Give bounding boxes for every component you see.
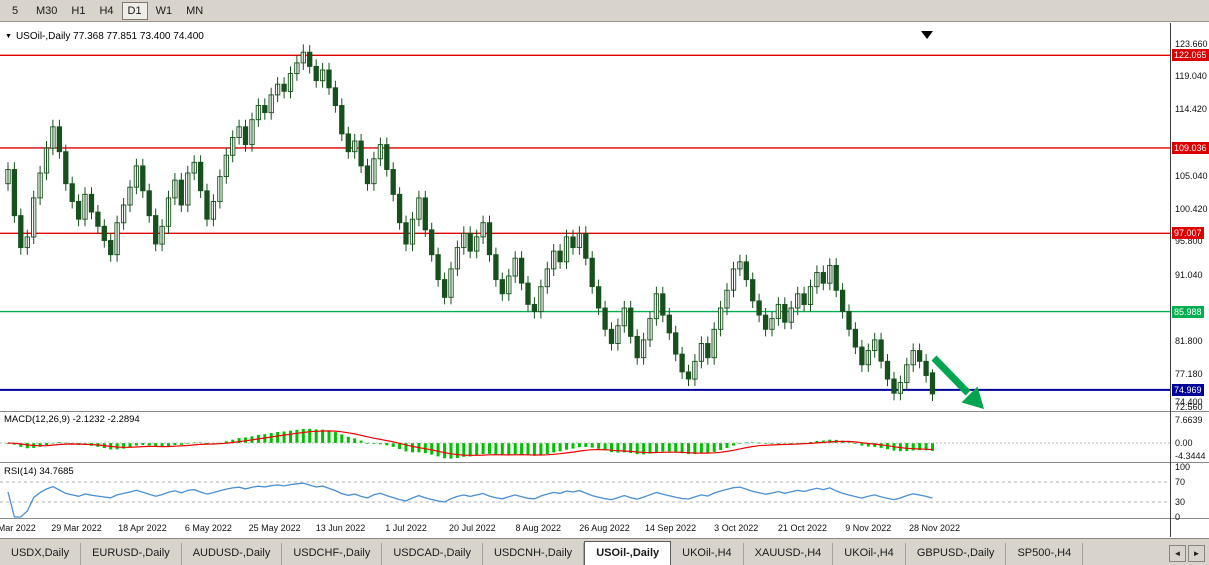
axis-separator <box>1170 23 1171 537</box>
timeframe-button-mn[interactable]: MN <box>180 1 210 20</box>
price-axis-label: 114.420 <box>1175 104 1207 115</box>
date-axis-label: 10 Mar 2022 <box>0 523 36 533</box>
price-axis-label: -4.3444 <box>1175 451 1206 461</box>
level-price-label: 74.969 <box>1172 383 1204 396</box>
chart-title: USOil-,Daily 77.368 77.851 73.400 74.400 <box>15 31 204 42</box>
panel-divider-macd[interactable] <box>0 411 1209 412</box>
tab-scroll-left-icon[interactable]: ◄ <box>1169 545 1186 562</box>
date-axis-label: 29 Mar 2022 <box>51 523 102 533</box>
date-axis-label: 18 Apr 2022 <box>118 523 167 533</box>
chart-title-bar: ▼ USOil-,Daily 77.368 77.851 73.400 74.4… <box>5 31 204 42</box>
date-axis-label: 8 Aug 2022 <box>515 523 562 533</box>
date-axis-label: 3 Oct 2022 <box>714 523 759 533</box>
date-axis-label: 13 Jun 2022 <box>315 523 366 533</box>
chart-tab-0[interactable]: USDX,Daily <box>0 543 82 565</box>
price-axis-label: 123.660 <box>1175 38 1208 49</box>
level-price-label: 97.007 <box>1172 227 1204 240</box>
macd-indicator-label: MACD(12,26,9) -2.1232 -2.2894 <box>4 414 140 425</box>
chart-tab-10[interactable]: GBPUSD-,Daily <box>906 543 1007 565</box>
chart-tab-3[interactable]: USDCHF-,Daily <box>282 543 383 565</box>
date-axis-label: 9 Nov 2022 <box>845 523 892 533</box>
date-axis-label: 1 Jul 2022 <box>385 523 427 533</box>
price-axis-label: 119.040 <box>1175 71 1207 82</box>
down-triangle-marker[interactable] <box>921 31 933 39</box>
price-axis-label: 0 <box>1175 512 1181 522</box>
timeframe-button-h1[interactable]: H1 <box>65 1 92 20</box>
timeframe-toolbar: 5 M30 H1 H4 D1 W1 MN <box>0 0 1209 22</box>
chart-window <box>0 23 1209 538</box>
date-axis-label: 20 Jul 2022 <box>449 523 496 533</box>
timeframe-button-5[interactable]: 5 <box>2 1 28 20</box>
price-chart-canvas[interactable] <box>0 28 1170 520</box>
panel-divider-rsi[interactable] <box>0 462 1209 463</box>
date-axis-label: 6 May 2022 <box>184 523 232 533</box>
date-axis[interactable]: 10 Mar 2022 29 Mar 2022 18 Apr 2022 6 May 2… <box>0 521 1170 537</box>
date-axis-label: 14 Sep 2022 <box>645 523 697 533</box>
level-price-label: 85.988 <box>1172 305 1204 318</box>
chart-tab-7[interactable]: UKOil-,H4 <box>671 543 744 565</box>
price-axis-label: 100 <box>1175 462 1191 472</box>
chart-tab-8[interactable]: XAUUSD-,H4 <box>744 543 834 565</box>
date-axis-label: 26 Aug 2022 <box>579 523 630 533</box>
chart-dropdown-icon[interactable]: ▼ <box>5 33 12 40</box>
trend-arrow-shaft[interactable] <box>931 355 971 396</box>
timeframe-button-m30[interactable]: M30 <box>30 1 64 20</box>
timeframe-button-d1[interactable]: D1 <box>121 1 148 20</box>
price-axis-label: 72.560 <box>1175 401 1203 412</box>
price-axis-label: 30 <box>1175 497 1186 507</box>
date-axis-label: 28 Nov 2022 <box>909 523 961 533</box>
price-axis-label: 91.040 <box>1175 270 1203 281</box>
price-axis-label: 70 <box>1175 477 1186 487</box>
price-axis-label: 77.180 <box>1175 368 1203 379</box>
price-axis-label: 105.040 <box>1175 170 1208 181</box>
price-axis-label: 100.420 <box>1175 203 1208 214</box>
date-axis-label: 25 May 2022 <box>248 523 301 533</box>
chart-tab-4[interactable]: USDCAD-,Daily <box>382 543 483 565</box>
price-axis-label: 7.6639 <box>1175 415 1203 425</box>
price-axis[interactable]: 123.660 119.040 114.420 105.040 100.420 95.80… <box>1172 28 1209 522</box>
date-axis-label: 21 Oct 2022 <box>777 523 827 533</box>
chart-tab-9[interactable]: UKOil-,H4 <box>833 543 906 565</box>
price-axis-label: 95.800 <box>1175 236 1203 247</box>
trend-arrow-head[interactable] <box>961 386 985 410</box>
chart-tab-5[interactable]: USDCNH-,Daily <box>483 543 585 565</box>
price-axis-label: 0.00 <box>1175 438 1193 448</box>
symbol-tabbar: USDX,Daily EURUSD-,Daily AUDUSD-,Daily USDC… <box>0 538 1209 565</box>
rsi-indicator-label: RSI(14) 34.7685 <box>4 466 74 477</box>
chart-tab-6[interactable]: USOil-,Daily <box>584 541 672 565</box>
chart-tab-11[interactable]: SP500-,H4 <box>1006 543 1084 565</box>
timeframe-button-h4[interactable]: H4 <box>93 1 120 20</box>
level-price-label: 122.065 <box>1172 49 1209 62</box>
chart-tab-1[interactable]: EURUSD-,Daily <box>81 543 182 565</box>
panel-divider-dates <box>0 518 1209 519</box>
timeframe-button-w1[interactable]: W1 <box>149 1 179 20</box>
level-price-label: 109.036 <box>1172 141 1209 154</box>
price-axis-label: 74.400 <box>1175 396 1203 407</box>
tab-scroll-arrows: ◄ ► <box>1165 545 1209 565</box>
chart-tab-2[interactable]: AUDUSD-,Daily <box>182 543 283 565</box>
price-axis-label: 81.800 <box>1175 335 1203 346</box>
tab-scroll-right-icon[interactable]: ► <box>1188 545 1205 562</box>
